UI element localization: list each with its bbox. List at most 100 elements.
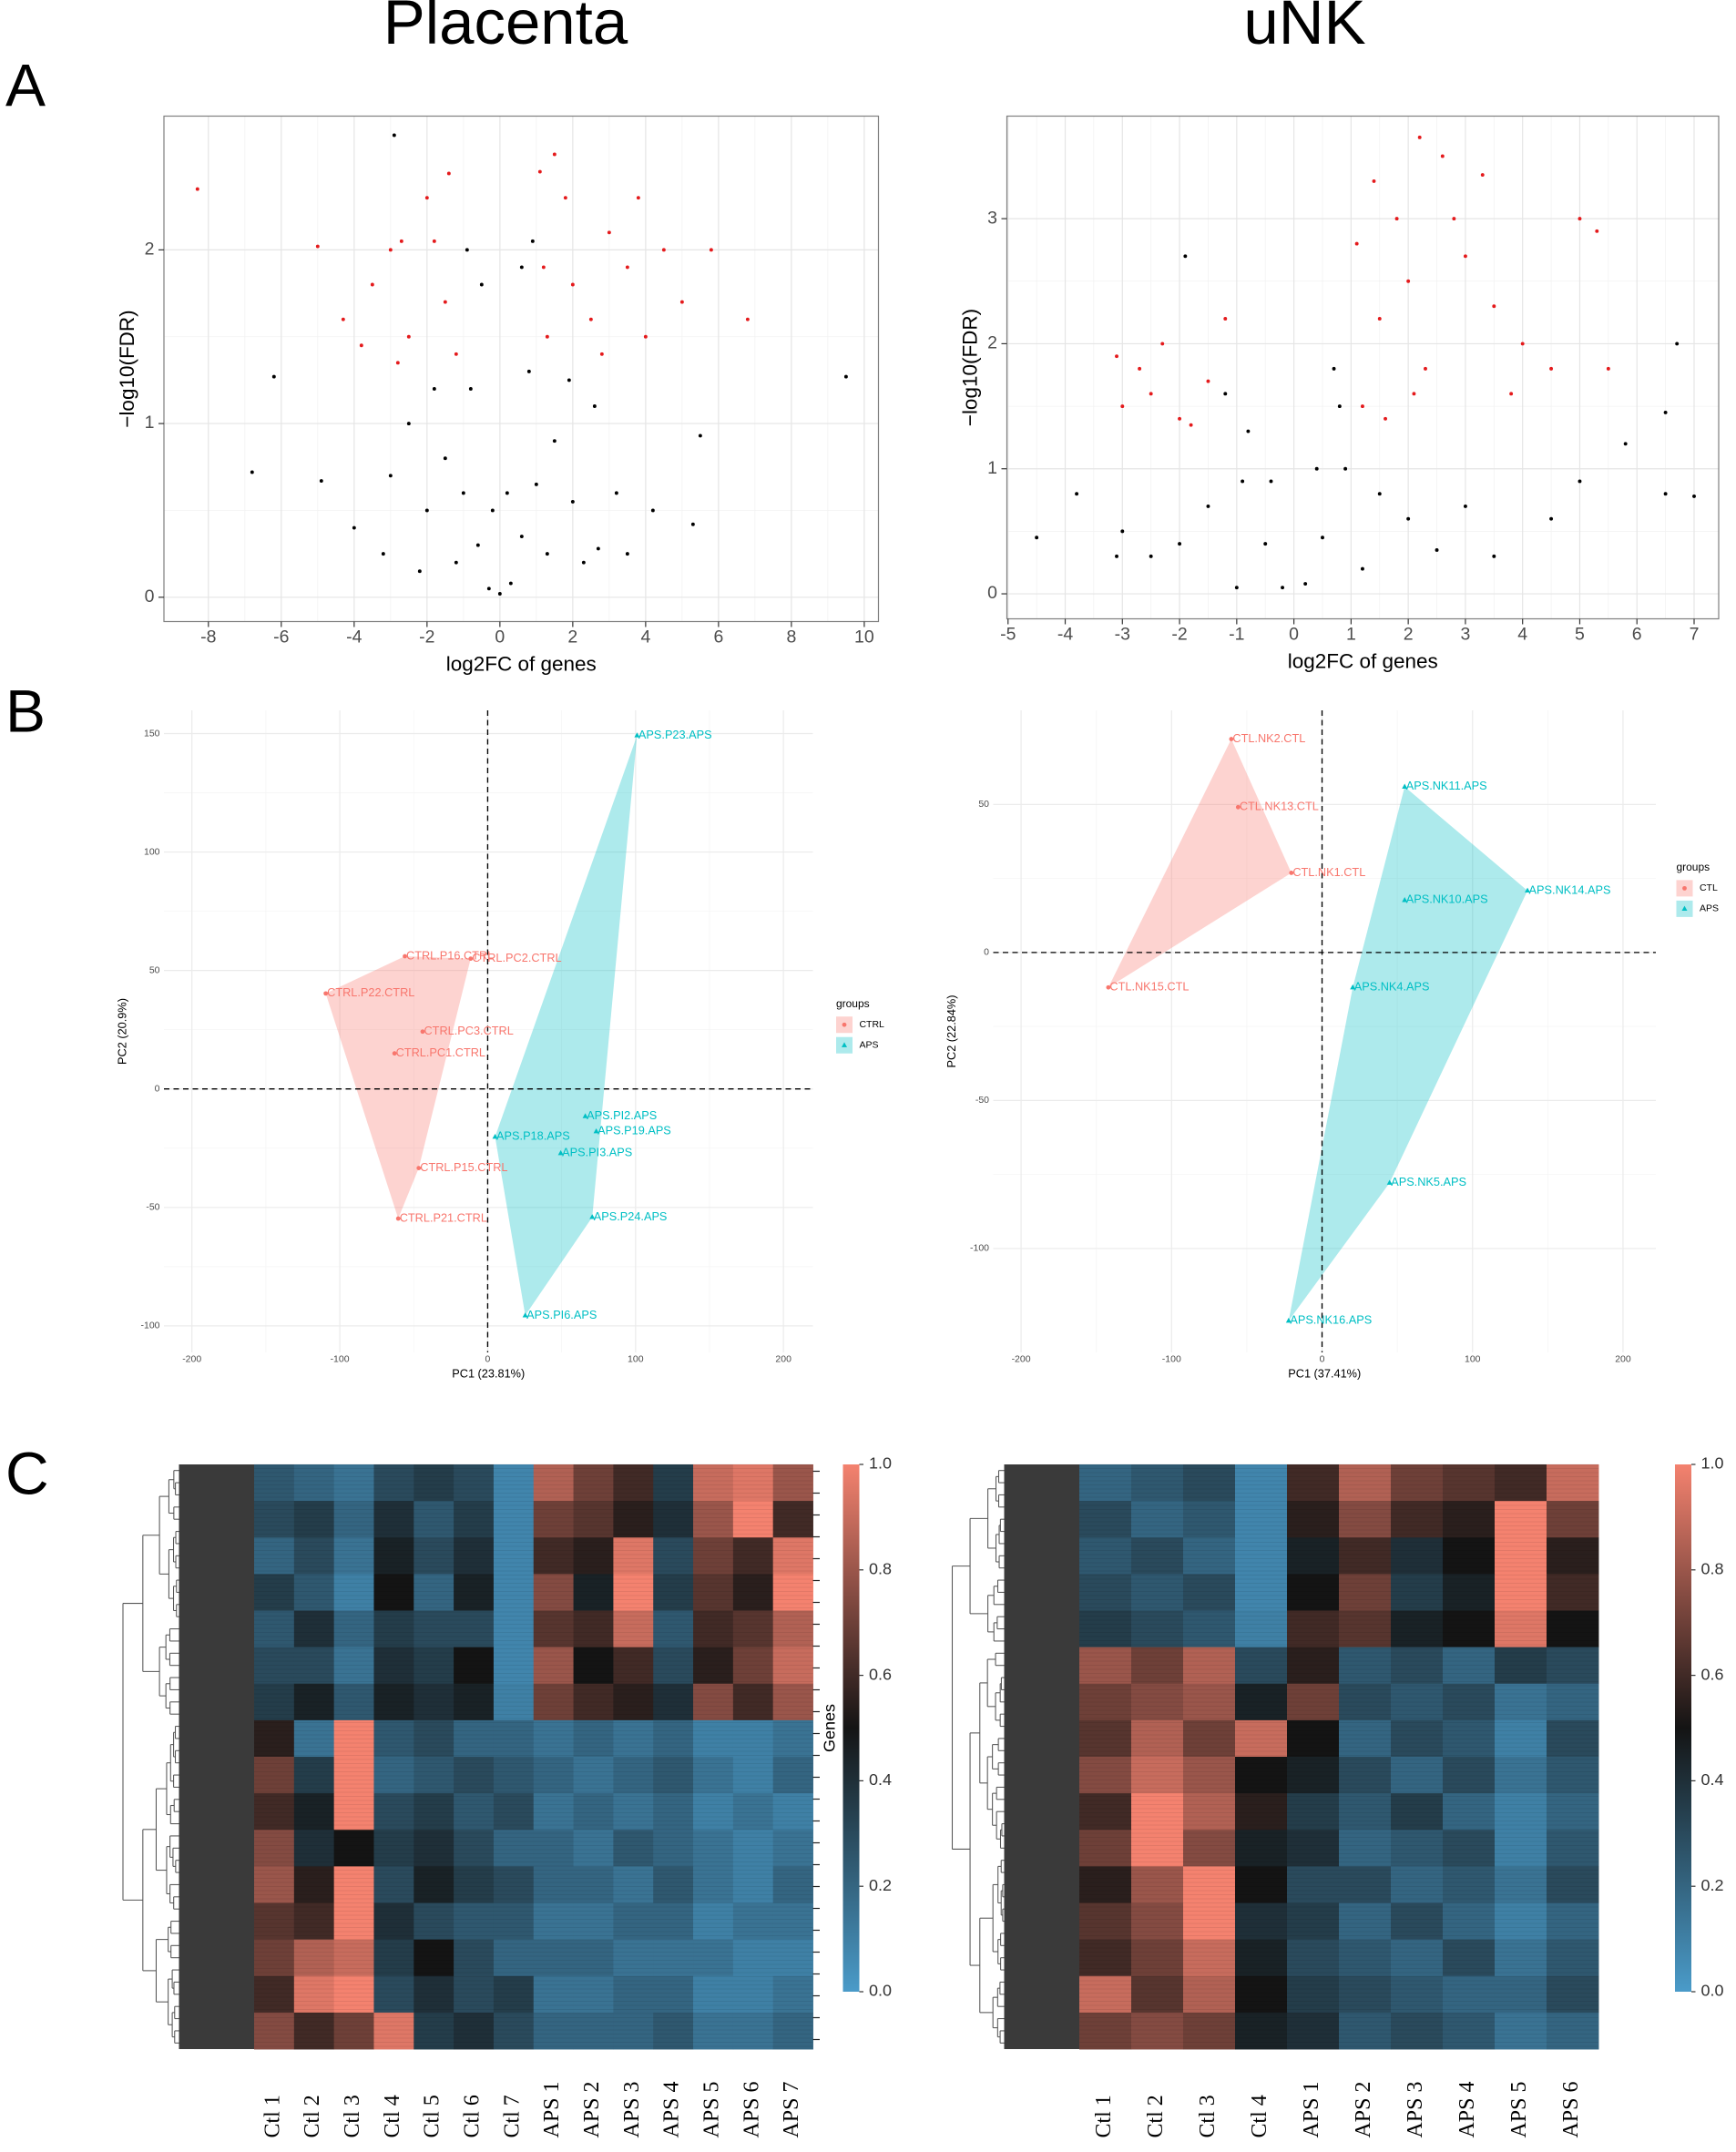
- gene-point: [563, 196, 567, 200]
- colorbar-tick-label: 0.6: [1700, 1665, 1723, 1683]
- dendrogram-leaves: [179, 1464, 254, 2049]
- colorbar-tick-label: 0.4: [869, 1770, 892, 1789]
- heatmap-cell: [493, 1757, 535, 1794]
- heatmap-cell: [1390, 2012, 1444, 2050]
- gene-point: [537, 169, 542, 174]
- heatmap-cell: [693, 1793, 734, 1831]
- sample-label: CTRL.P21.CTRL: [400, 1210, 487, 1224]
- heatmap-cell: [454, 1501, 495, 1538]
- heatmap-cell: [693, 1866, 734, 1903]
- heatmap-cell: [1390, 1501, 1444, 1538]
- gene-point: [1663, 492, 1668, 496]
- y-tick-label: 2: [145, 240, 155, 260]
- sample-point: [1106, 984, 1111, 990]
- column-label: APS 6: [1559, 2081, 1583, 2137]
- heatmap-cell: [573, 1902, 614, 1941]
- x-tick-label: 0: [1289, 625, 1299, 645]
- gene-point: [1463, 254, 1467, 259]
- heatmap-cell: [573, 1793, 614, 1831]
- heatmap-cell: [1390, 1866, 1444, 1903]
- x-tick-label: -4: [1057, 625, 1073, 645]
- gene-point: [1178, 416, 1182, 421]
- gene-point: [570, 499, 575, 504]
- heatmap-cell: [1078, 1902, 1132, 1941]
- heatmap-cell: [1390, 1939, 1444, 1977]
- gene-point: [443, 300, 447, 304]
- heatmap-cell: [1078, 1757, 1132, 1794]
- heatmap-cell: [1130, 1757, 1184, 1794]
- column-label: Ctl 4: [1248, 2095, 1271, 2137]
- gene-point: [271, 374, 276, 379]
- heatmap-cell: [293, 1574, 335, 1611]
- heatmap-cell: [493, 1683, 535, 1721]
- heatmap-cell: [414, 1902, 454, 1941]
- heatmap-cell: [454, 1866, 495, 1903]
- heatmap-cell: [253, 1793, 295, 1831]
- heatmap-cell: [253, 1866, 295, 1903]
- heatmap-cell: [1338, 1683, 1392, 1721]
- gene-point: [1440, 154, 1445, 158]
- heatmap-cell: [1338, 1574, 1392, 1611]
- x-tick-label: -3: [1115, 625, 1130, 645]
- heatmap-cell: [693, 1719, 734, 1758]
- y-tick-label: -50: [975, 1096, 989, 1106]
- column-label: APS 2: [1352, 2081, 1375, 2137]
- legend-title: groups: [836, 997, 870, 1010]
- sample-label: APS.P23.APS: [638, 728, 712, 741]
- gene-point: [843, 374, 848, 379]
- heatmap-cell: [1390, 1683, 1444, 1721]
- gene-point: [399, 239, 403, 243]
- heatmap-cell: [293, 2012, 335, 2050]
- gene-point: [1424, 366, 1427, 371]
- heatmap-cell: [693, 2012, 734, 2050]
- heatmap-cell: [1390, 1719, 1444, 1758]
- heatmap-cell: [732, 1793, 774, 1831]
- heatmap-cell: [1234, 1757, 1288, 1794]
- panel-label: C: [5, 1439, 49, 1506]
- heatmap-cell: [533, 1975, 575, 2014]
- x-tick-label: 2: [567, 627, 577, 648]
- heatmap-cell: [1286, 1683, 1340, 1721]
- x-tick-label: -4: [346, 627, 362, 648]
- heatmap-cell: [573, 1757, 614, 1794]
- column-label: APS 3: [1404, 2081, 1427, 2137]
- gene-point: [1509, 392, 1514, 396]
- gene-point: [388, 248, 393, 252]
- gene-point: [1435, 548, 1439, 552]
- heatmap-cell: [1390, 1647, 1444, 1685]
- x-axis-label: log2FC of genes: [1288, 649, 1438, 672]
- heatmap-cell: [1078, 1574, 1132, 1611]
- heatmap-cell: [772, 1610, 813, 1648]
- sample-point: [492, 1133, 498, 1139]
- heatmap-cell: [373, 2012, 414, 2050]
- gene-point: [643, 334, 648, 339]
- heatmap-cell: [1130, 1610, 1184, 1648]
- gene-point: [1372, 178, 1376, 183]
- gene-point: [454, 560, 458, 565]
- gene-point: [465, 248, 469, 252]
- gene-point: [592, 404, 597, 408]
- heatmap-cell: [293, 1830, 335, 1867]
- gene-point: [443, 456, 447, 461]
- heatmap-cell: [1286, 1719, 1340, 1758]
- heatmap-cell: [1494, 1501, 1547, 1538]
- sample-label: CTRL.PC2.CTRL: [472, 951, 561, 964]
- heatmap-cell: [1182, 1501, 1236, 1538]
- heatmap-cell: [1182, 1610, 1236, 1648]
- heatmap-cell: [613, 1683, 654, 1721]
- heatmap-cell: [1130, 1939, 1184, 1977]
- gene-point: [461, 491, 465, 495]
- heatmap-cell: [693, 1939, 734, 1977]
- column-label: Ctl 5: [421, 2095, 444, 2137]
- heatmap-cell: [613, 1902, 654, 1941]
- heatmap-cell: [1546, 1647, 1599, 1685]
- heatmap-cell: [573, 1610, 614, 1648]
- heatmap-cell: [333, 1537, 374, 1575]
- x-tick-label: 7: [1690, 625, 1700, 645]
- heatmap-cell: [732, 1975, 774, 2014]
- heatmap-cell: [493, 1537, 535, 1575]
- heatmap-cell: [573, 1975, 614, 2014]
- heatmap-cell: [772, 1793, 813, 1831]
- heatmap-cell: [1546, 1683, 1599, 1721]
- heatmap-cell: [772, 1464, 813, 1502]
